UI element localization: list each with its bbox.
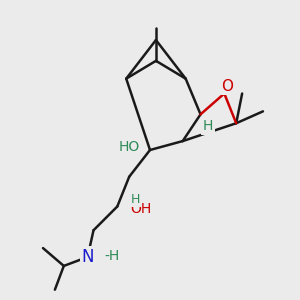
Text: H: H xyxy=(131,193,140,206)
Text: H: H xyxy=(203,119,213,133)
Text: OH: OH xyxy=(131,202,152,216)
Text: HO: HO xyxy=(118,140,140,154)
Text: O: O xyxy=(221,79,233,94)
Text: N: N xyxy=(81,248,94,266)
Text: -H: -H xyxy=(104,248,119,262)
